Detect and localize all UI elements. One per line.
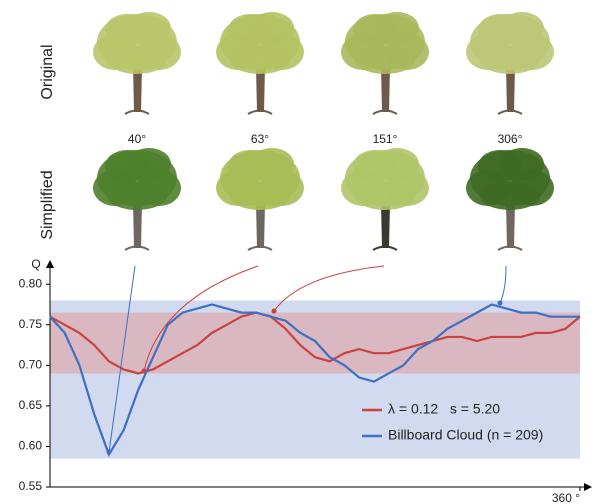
y-tick-label: 0.60 xyxy=(19,439,43,453)
row-label: Simplified xyxy=(39,170,56,239)
foliage xyxy=(375,12,419,44)
y-tick-label: 0.80 xyxy=(19,276,43,290)
pointer-arrow xyxy=(499,265,507,304)
x-tick-label: 360 ° xyxy=(552,491,580,504)
pointer-arrow xyxy=(143,265,259,372)
trunk xyxy=(133,67,142,112)
plot: 0.55 0.60 0.65 0.70 0.75 0.80 360 ° λ = 0.12 s … xyxy=(19,260,592,504)
tree-images xyxy=(93,12,554,251)
foliage xyxy=(230,182,290,210)
y-axis-arrow xyxy=(46,260,54,268)
band xyxy=(50,312,580,374)
y-axis-label: Q xyxy=(31,257,40,271)
angle-label: 40° xyxy=(128,132,146,146)
foliage xyxy=(355,182,415,210)
foliage xyxy=(107,46,167,74)
foliage xyxy=(480,182,540,210)
x-axis-arrow xyxy=(584,483,592,491)
pointer-arrow xyxy=(273,265,385,312)
roots xyxy=(124,109,150,115)
foliage xyxy=(250,148,294,180)
line-series xyxy=(49,311,581,375)
foliage xyxy=(375,148,419,180)
roots xyxy=(497,245,523,251)
foliage xyxy=(107,182,167,210)
y-tick-label: 0.70 xyxy=(19,358,43,372)
trunk xyxy=(381,203,390,248)
pointer-head xyxy=(271,308,277,314)
foliage xyxy=(230,46,290,74)
trunk xyxy=(506,67,515,112)
angle-label: 151° xyxy=(373,132,398,146)
roots xyxy=(372,109,398,115)
pointer-head xyxy=(106,449,112,455)
roots xyxy=(247,109,273,115)
angle-label: 306° xyxy=(498,132,523,146)
pointer-head xyxy=(141,368,147,374)
roots xyxy=(497,109,523,115)
pointer-arrow xyxy=(108,265,136,453)
foliage xyxy=(127,12,171,44)
trunk xyxy=(256,67,265,112)
row-label: Original xyxy=(39,44,56,99)
foliage xyxy=(500,148,544,180)
trunk xyxy=(506,203,515,248)
trunk xyxy=(133,203,142,248)
trunk xyxy=(381,67,390,112)
foliage xyxy=(480,46,540,74)
roots xyxy=(372,245,398,251)
roots xyxy=(247,245,273,251)
line-series xyxy=(49,303,580,458)
pointer-head xyxy=(497,300,503,306)
angle-label: 63° xyxy=(251,132,269,146)
roots xyxy=(124,245,150,251)
foliage xyxy=(500,12,544,44)
y-tick-label: 0.55 xyxy=(19,479,43,493)
y-tick-label: 0.65 xyxy=(19,398,43,412)
foliage xyxy=(127,148,171,180)
y-tick-label: 0.75 xyxy=(19,317,43,331)
legend-label: Billboard Cloud (n = 209) xyxy=(388,427,543,443)
legend-label: λ = 0.12 s = 5.20 xyxy=(388,401,500,417)
foliage xyxy=(355,46,415,74)
foliage xyxy=(250,12,294,44)
trunk xyxy=(256,203,265,248)
